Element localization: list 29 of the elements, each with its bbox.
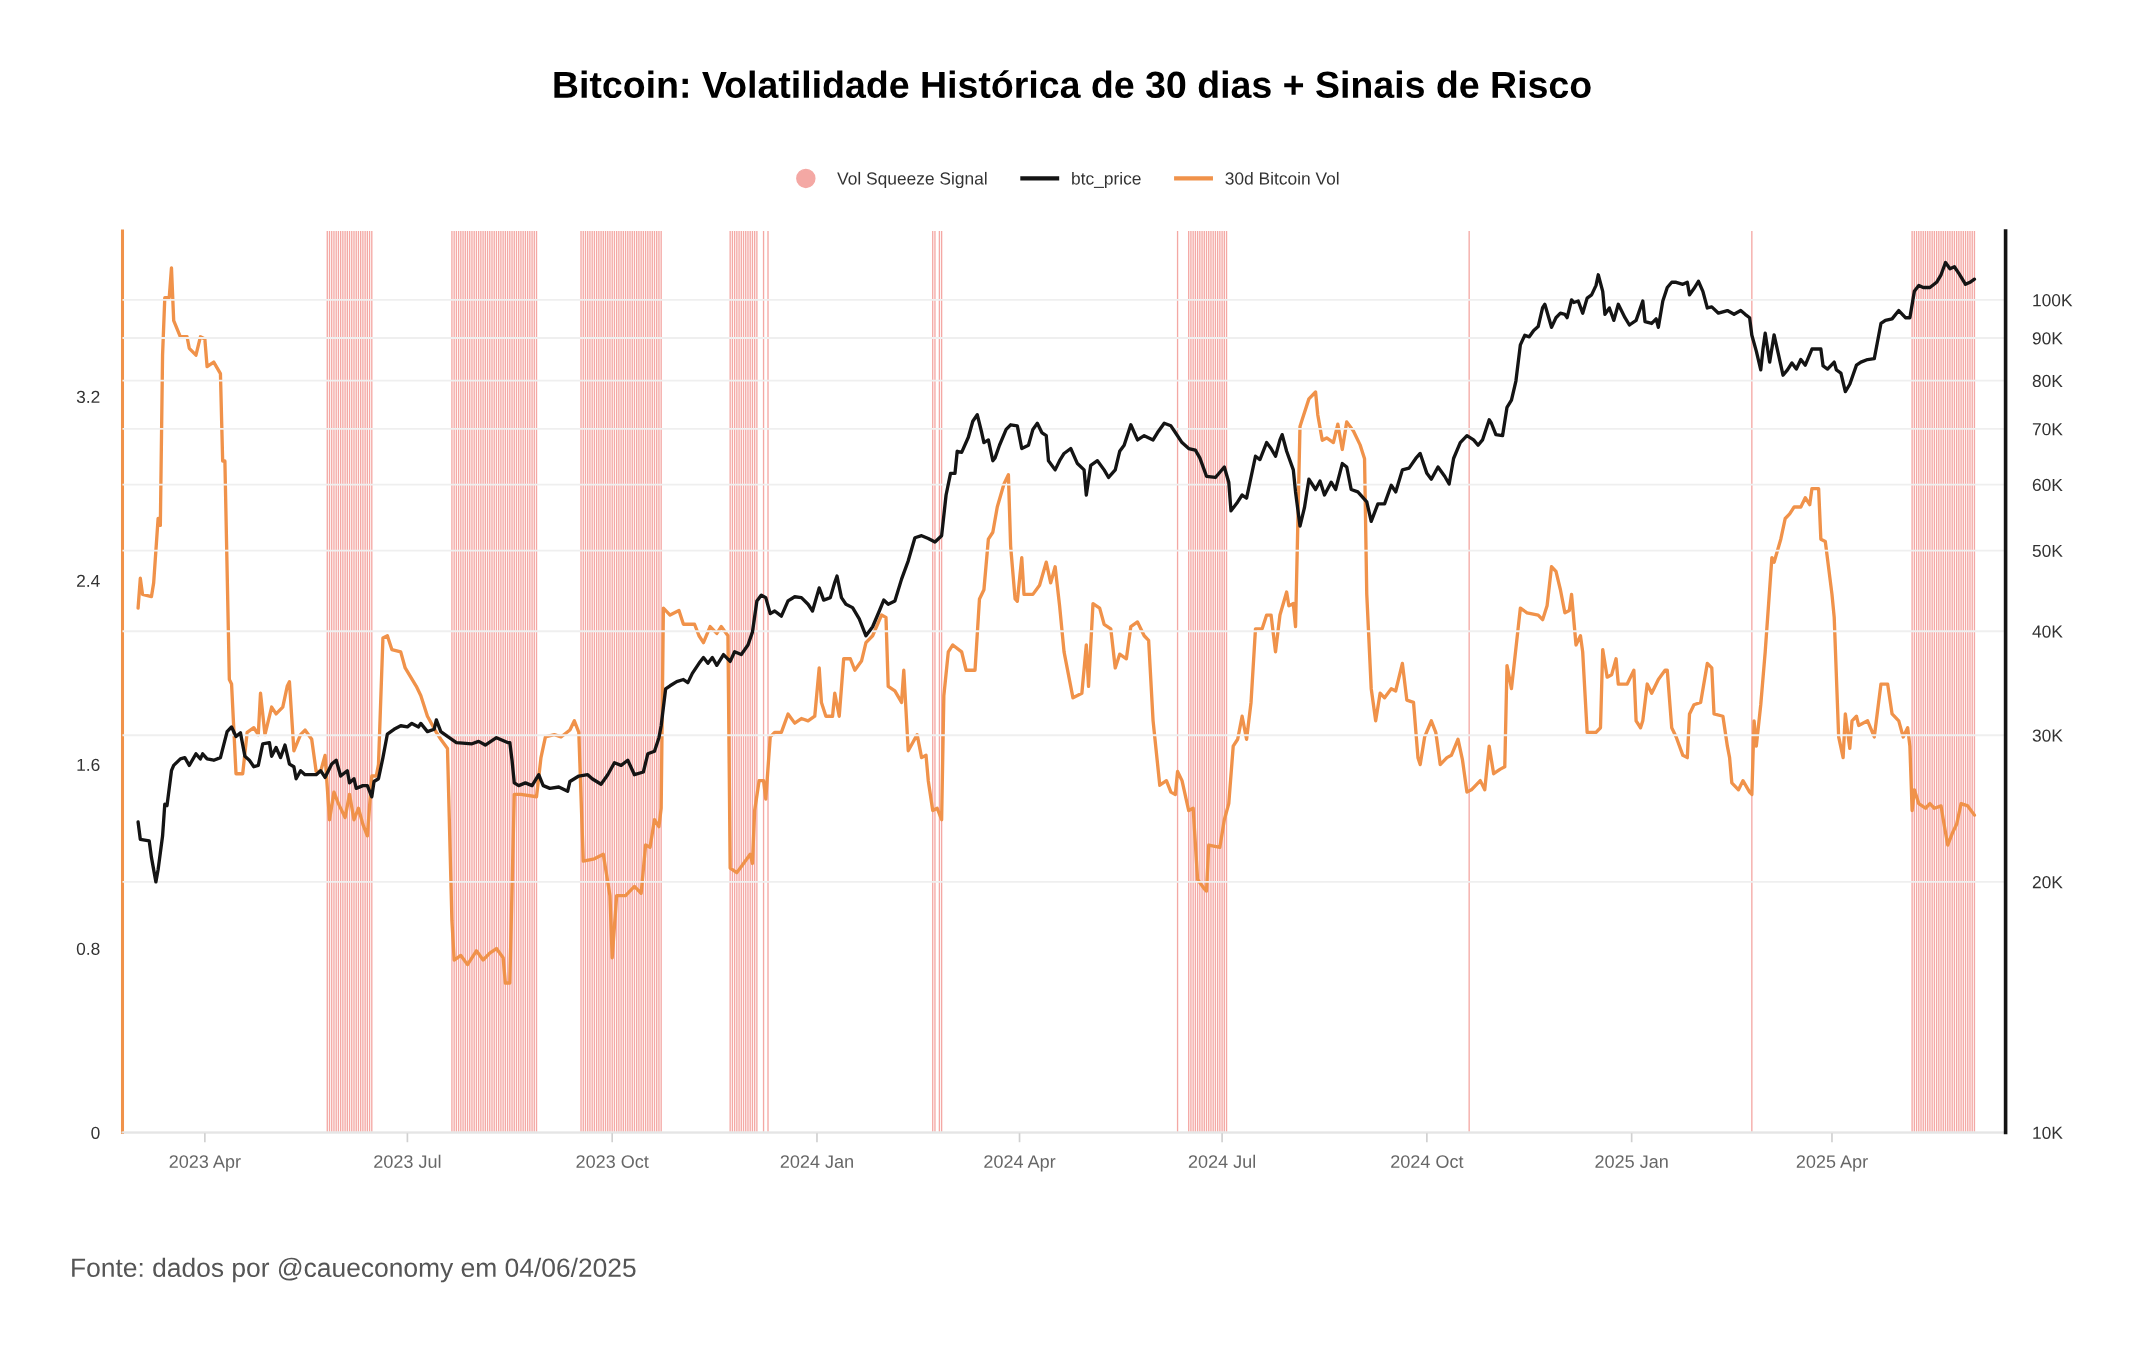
legend-label: 30d Bitcoin Vol: [1225, 171, 1339, 185]
legend-label: Vol Squeeze Signal: [837, 171, 987, 189]
x-tick-label: 2023 Apr: [169, 1155, 241, 1172]
y-tick-label: 2.4: [77, 574, 100, 587]
y2-tick-label: 60K: [2032, 478, 2063, 492]
x-tick-label: 2024 Jan: [780, 1155, 853, 1168]
x-tick-label: 2025 Jan: [1595, 1155, 1668, 1168]
y2-tick-label: 90K: [2032, 332, 2063, 345]
y2-tick-label: 70K: [2032, 423, 2063, 436]
x-tick-label: 2024 Jul: [1188, 1154, 1256, 1168]
x-tick-label: 2023 Jul: [374, 1154, 441, 1168]
chart-title: Bitcoin: Volatilidade Histórica de 30 dias + Sinais de Risco: [554, 70, 1591, 99]
y-tick-label: 0.8: [76, 942, 100, 955]
x-tick-label: 2025 Apr: [1796, 1155, 1868, 1172]
x-tick-label: 2024 Apr: [984, 1155, 1056, 1172]
y-tick-label: 0: [91, 1126, 100, 1139]
x-tick-label: 2024 Oct: [1391, 1155, 1464, 1168]
y2-tick-label: 100K: [2033, 294, 2073, 307]
legend-label: btc_price: [1072, 171, 1141, 189]
y2-tick-label: 40K: [2032, 625, 2063, 638]
y2-tick-label: 10K: [2033, 1126, 2063, 1139]
y-tick-label: 1.6: [77, 758, 100, 771]
y2-tick-label: 30K: [2032, 729, 2063, 742]
x-tick-label: 2023 Oct: [576, 1155, 649, 1168]
y2-tick-label: 50K: [2032, 544, 2063, 558]
y2-tick-label: 80K: [2032, 374, 2063, 388]
y2-tick-label: 20K: [2032, 876, 2063, 889]
source-note: Fonte: dados por @caueconomy em 04/06/2025: [72, 1257, 636, 1283]
y-tick-label: 3.2: [76, 390, 100, 404]
